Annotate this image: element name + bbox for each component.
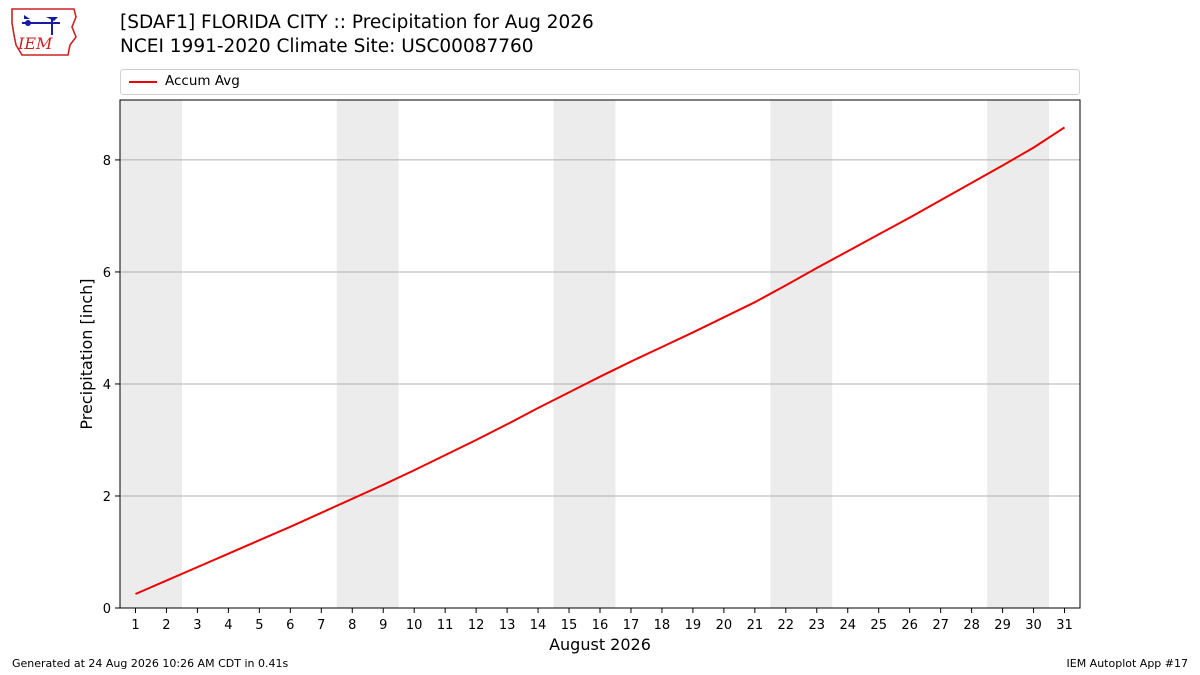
- x-tick-label: 12: [468, 618, 485, 633]
- x-tick-label: 1: [131, 618, 139, 633]
- x-tick-label: 20: [716, 618, 733, 633]
- series-layer: [135, 126, 1066, 595]
- iowa-outline: [11, 8, 77, 56]
- x-tick-label: 25: [870, 618, 887, 633]
- x-tick-label: 9: [379, 618, 387, 633]
- y-tick-label: 6: [103, 266, 111, 281]
- x-axis-label: August 2026: [549, 635, 651, 654]
- weekend-band: [120, 100, 182, 608]
- chart-subtitle: NCEI 1991-2020 Climate Site: USC00087760: [120, 36, 534, 57]
- y-axis-ticks: 0 2 4 6 8: [103, 154, 120, 617]
- x-axis-ticks: 1 2 3 4 5 6 7 8 9 10 11 12 13 14 15 16 17 18 19 20 21 22 23 24 2…: [131, 608, 1073, 633]
- x-tick-label: 15: [561, 618, 578, 633]
- generated-timestamp: Generated at 24 Aug 2026 10:26 AM CDT in…: [12, 657, 289, 670]
- x-tick-label: 29: [994, 618, 1011, 633]
- x-tick-label: 18: [654, 618, 671, 633]
- x-tick-label: 26: [901, 618, 918, 633]
- y-tick-label: 4: [103, 378, 111, 393]
- weekend-band: [553, 100, 616, 608]
- x-tick-label: 11: [437, 618, 454, 633]
- chart-title: [SDAF1] FLORIDA CITY :: Precipitation fo…: [120, 12, 594, 33]
- x-tick-label: 14: [530, 618, 547, 633]
- x-tick-label: 28: [963, 618, 980, 633]
- x-tick-label: 21: [747, 618, 764, 633]
- x-tick-label: 8: [348, 618, 356, 633]
- x-tick-label: 13: [499, 618, 516, 633]
- legend-label-accum-avg: Accum Avg: [165, 73, 240, 89]
- weekend-bands: [120, 100, 1050, 608]
- x-tick-label: 5: [255, 618, 263, 633]
- x-tick-label: 23: [809, 618, 826, 633]
- chart-legend: Accum Avg: [120, 69, 1080, 95]
- y-tick-label: 2: [103, 490, 111, 505]
- x-tick-label: 19: [685, 618, 702, 633]
- x-tick-label: 22: [778, 618, 795, 633]
- y-tick-label: 8: [103, 154, 111, 169]
- y-tick-label: 0: [103, 602, 111, 617]
- app-credit: IEM Autoplot App #17: [1066, 657, 1189, 670]
- x-tick-label: 16: [592, 618, 609, 633]
- x-tick-label: 3: [193, 618, 201, 633]
- x-tick-label: 4: [224, 618, 232, 633]
- x-tick-label: 30: [1025, 618, 1042, 633]
- x-tick-label: 2: [162, 618, 170, 633]
- weekend-band: [770, 100, 833, 608]
- weather-station-icon: [22, 15, 60, 35]
- x-tick-label: 17: [623, 618, 640, 633]
- x-tick-label: 7: [317, 618, 325, 633]
- weekend-band: [987, 100, 1050, 608]
- weekend-band: [336, 100, 399, 608]
- iem-logo: IEM: [11, 8, 77, 56]
- x-tick-label: 6: [286, 618, 294, 633]
- x-tick-label: 24: [839, 618, 856, 633]
- y-axis-label: Precipitation [inch]: [77, 278, 96, 429]
- logo-text: IEM: [17, 34, 53, 53]
- chart-title-block: [SDAF1] FLORIDA CITY :: Precipitation fo…: [120, 11, 594, 59]
- x-tick-label: 31: [1056, 618, 1073, 633]
- x-tick-label: 27: [932, 618, 949, 633]
- x-tick-label: 10: [406, 618, 423, 633]
- legend-swatch-accum-avg: [129, 81, 157, 83]
